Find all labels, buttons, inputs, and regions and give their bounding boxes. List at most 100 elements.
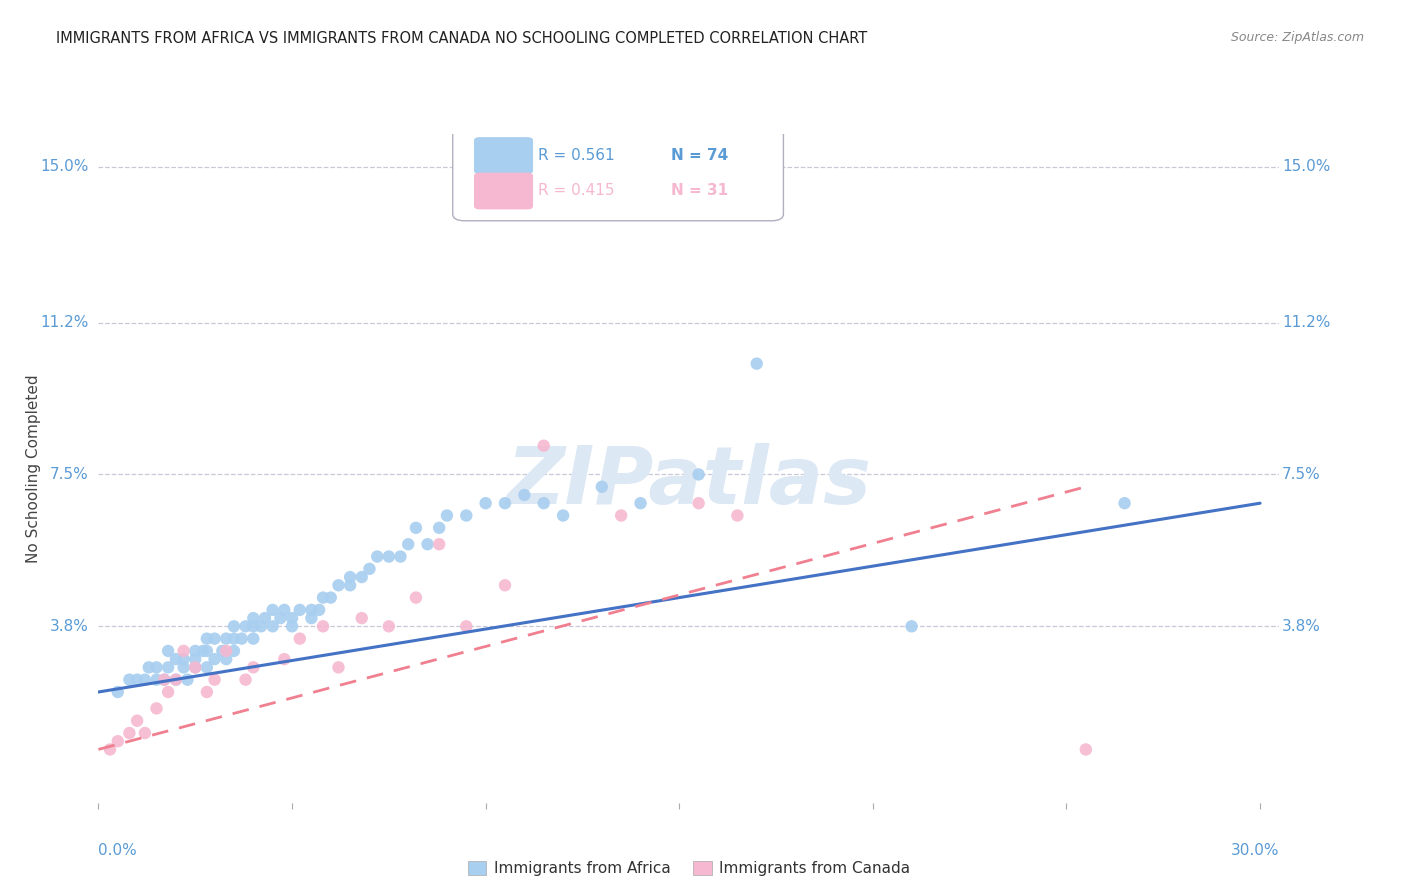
Point (416, 537, 439, 551)
Point (262, 603, 284, 617)
Text: 15.0%: 15.0% (41, 159, 89, 174)
Text: 11.2%: 11.2% (1282, 315, 1330, 330)
Point (591, 480, 613, 494)
Point (165, 673, 187, 687)
Point (745, 357, 768, 371)
Point (157, 685, 180, 699)
Text: 7.5%: 7.5% (51, 467, 89, 482)
Point (145, 660, 167, 674)
Point (359, 562, 381, 576)
Point (389, 549, 412, 564)
Point (222, 644, 245, 658)
Point (378, 549, 401, 564)
Point (173, 644, 195, 658)
Point (427, 521, 450, 535)
Point (134, 673, 156, 687)
Point (184, 652, 207, 666)
Text: 7.5%: 7.5% (1282, 467, 1320, 482)
Point (211, 644, 233, 658)
Point (366, 549, 388, 564)
Point (427, 537, 450, 551)
Point (242, 619, 264, 633)
Text: 0.0%: 0.0% (98, 843, 138, 858)
Point (176, 673, 198, 687)
Point (308, 603, 330, 617)
Text: IMMIGRANTS FROM AFRICA VS IMMIGRANTS FROM CANADA NO SCHOOLING COMPLETED CORRELAT: IMMIGRANTS FROM AFRICA VS IMMIGRANTS FRO… (56, 31, 868, 46)
Point (157, 660, 180, 674)
Point (262, 619, 284, 633)
Point (215, 652, 238, 666)
Text: N = 74: N = 74 (671, 148, 728, 162)
Text: ZIPatlas: ZIPatlas (506, 442, 872, 521)
Point (405, 521, 427, 535)
Point (299, 603, 322, 617)
Point (281, 611, 304, 625)
Point (494, 578, 516, 592)
Point (118, 673, 141, 687)
Point (204, 673, 226, 687)
Point (153, 673, 176, 687)
Text: No Schooling Completed: No Schooling Completed (25, 374, 41, 563)
Point (215, 632, 238, 646)
Point (242, 611, 264, 625)
Point (688, 467, 710, 482)
Point (153, 673, 176, 687)
Text: N = 31: N = 31 (671, 183, 728, 198)
Point (195, 660, 218, 674)
Point (222, 619, 245, 633)
Point (328, 578, 350, 592)
Point (1114, 496, 1136, 510)
Point (222, 632, 245, 646)
Point (436, 508, 458, 523)
Text: R = 0.415: R = 0.415 (537, 183, 614, 198)
Point (242, 632, 264, 646)
Point (319, 591, 342, 605)
Point (350, 611, 373, 625)
Point (725, 508, 748, 523)
Point (456, 619, 478, 633)
Point (204, 652, 226, 666)
Point (688, 496, 710, 510)
FancyBboxPatch shape (474, 137, 533, 174)
Point (339, 578, 361, 592)
Point (288, 632, 311, 646)
Text: 11.2%: 11.2% (41, 315, 89, 330)
Text: Source: ZipAtlas.com: Source: ZipAtlas.com (1230, 31, 1364, 45)
Point (273, 603, 295, 617)
Text: 15.0%: 15.0% (1282, 159, 1330, 174)
Point (127, 673, 149, 687)
Text: 3.8%: 3.8% (1282, 619, 1320, 634)
Point (900, 619, 922, 633)
Point (288, 603, 311, 617)
Point (107, 734, 129, 748)
Point (533, 496, 555, 510)
Point (191, 644, 214, 658)
Point (328, 660, 350, 674)
Point (107, 685, 129, 699)
Point (269, 611, 291, 625)
Point (145, 701, 167, 715)
Point (98, 742, 121, 756)
Point (165, 673, 187, 687)
Point (253, 611, 276, 625)
Point (405, 591, 427, 605)
Point (184, 660, 207, 674)
Point (235, 673, 257, 687)
Point (396, 537, 419, 551)
Text: R = 0.561: R = 0.561 (537, 148, 614, 162)
FancyBboxPatch shape (474, 173, 533, 210)
Point (242, 660, 264, 674)
Point (250, 619, 273, 633)
Point (235, 619, 257, 633)
Point (195, 632, 218, 646)
Point (1074, 742, 1097, 756)
Point (474, 496, 496, 510)
Point (533, 439, 555, 453)
Point (127, 714, 149, 728)
Point (145, 673, 167, 687)
Point (195, 644, 218, 658)
Point (118, 726, 141, 740)
Point (195, 685, 218, 699)
Text: 3.8%: 3.8% (51, 619, 89, 634)
FancyBboxPatch shape (453, 120, 783, 221)
